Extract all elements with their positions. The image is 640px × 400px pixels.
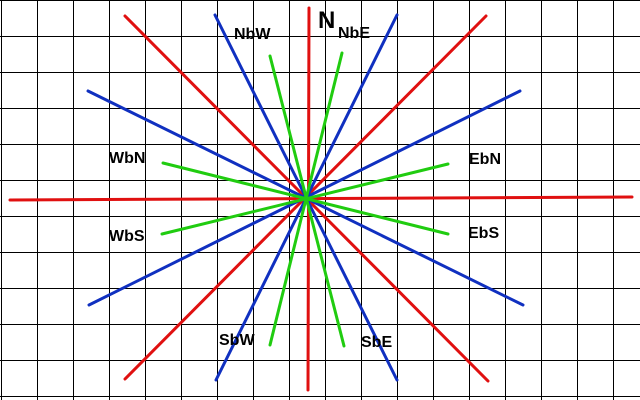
label-n: N — [318, 7, 335, 34]
line-ebn-wbs — [160, 162, 450, 236]
label-wbs: WbS — [109, 228, 145, 245]
green-lines — [160, 51, 450, 348]
label-nbw: NbW — [234, 26, 271, 43]
label-sbw: SbW — [219, 332, 255, 349]
label-sbe: SbE — [361, 334, 392, 351]
label-ebs: EbS — [468, 225, 499, 242]
line-e-w — [8, 195, 634, 202]
label-ebn: EbN — [469, 151, 501, 168]
label-nbe: NbE — [338, 25, 370, 42]
red-lines — [8, 6, 634, 392]
label-wbn: WbN — [109, 150, 145, 167]
